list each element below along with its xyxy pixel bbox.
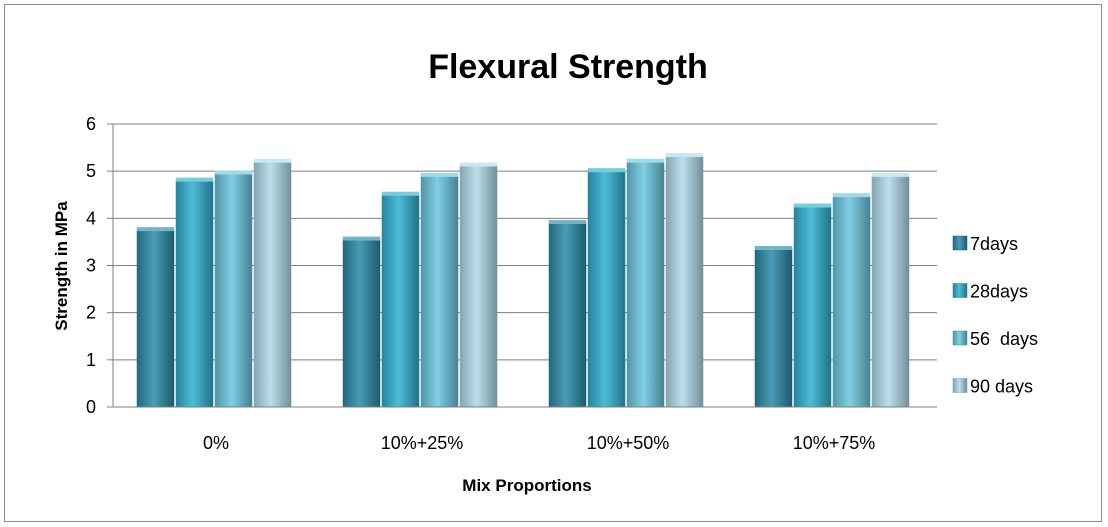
bar (460, 166, 498, 407)
bar-top (755, 246, 793, 250)
bar-top (176, 178, 214, 182)
x-tick-label: 10%+75% (793, 433, 876, 453)
bar-top (254, 159, 292, 163)
x-tick-labels: 0% 10%+25% 10%+50% 10%+75% (203, 433, 875, 453)
legend-label: 7days (970, 234, 1018, 254)
x-axis-title: Mix Proportions (462, 476, 591, 495)
bar (421, 176, 459, 407)
bar (215, 174, 253, 407)
bar-top (421, 173, 459, 177)
legend-label: 28days (970, 282, 1028, 302)
bar (343, 240, 381, 407)
bar (549, 223, 587, 407)
x-tick-label: 0% (203, 433, 229, 453)
y-tick-label: 3 (86, 256, 96, 276)
bar-top (833, 193, 871, 197)
bar-top (460, 163, 498, 167)
legend-label: 56 days (970, 329, 1038, 349)
bar (794, 207, 832, 407)
legend-swatch (953, 331, 967, 345)
y-tick-label: 1 (86, 350, 96, 370)
x-tick-label: 10%+25% (381, 433, 464, 453)
legend-swatch (953, 284, 967, 298)
bar (137, 230, 175, 407)
bar-top (872, 173, 910, 177)
bar (872, 176, 910, 407)
legend: 7days 28days 56 days 90 days (953, 234, 1038, 397)
y-axis-title: Strength in MPa (52, 201, 71, 331)
y-tick-label: 6 (86, 114, 96, 134)
bar (254, 162, 292, 407)
bars (113, 153, 937, 407)
bar-top (549, 220, 587, 224)
bar-top (343, 237, 381, 241)
bar-top (794, 204, 832, 208)
bar (755, 249, 793, 407)
bar (666, 156, 704, 407)
legend-swatch (953, 236, 967, 250)
y-tick-label: 5 (86, 161, 96, 181)
bar (176, 181, 214, 407)
bar-top (588, 168, 626, 172)
x-tick-label: 10%+50% (587, 433, 670, 453)
bar (627, 162, 665, 407)
bar-top (137, 227, 175, 231)
legend-swatch (953, 379, 967, 393)
bar (833, 196, 871, 407)
bar-top (666, 153, 704, 157)
bar (382, 195, 420, 407)
y-tick-label: 4 (86, 208, 96, 228)
chart-title: Flexural Strength (428, 48, 708, 86)
legend-label: 90 days (970, 377, 1033, 397)
y-tick-label: 2 (86, 303, 96, 323)
y-tick-labels: 0 1 2 3 4 5 6 (86, 114, 96, 417)
bar (588, 171, 626, 407)
bar-top (627, 159, 665, 163)
y-tick-label: 0 (86, 397, 96, 417)
bar-top (215, 171, 253, 175)
bar-top (382, 192, 420, 196)
